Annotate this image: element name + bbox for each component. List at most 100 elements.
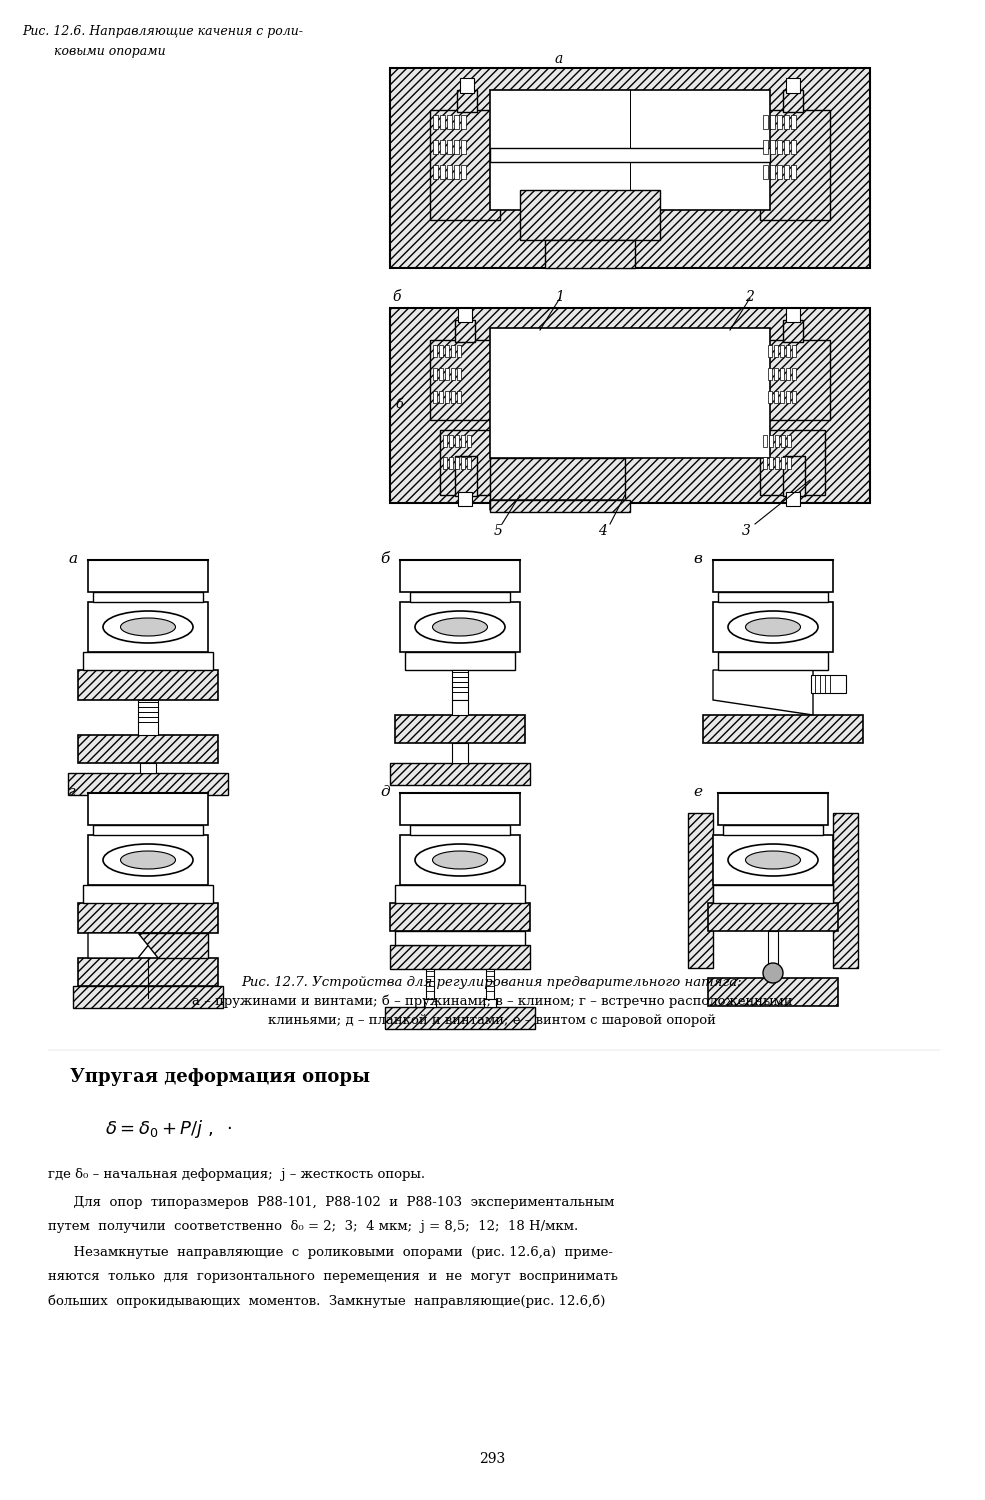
Bar: [780, 392, 784, 404]
Text: а: а: [68, 552, 77, 566]
Bar: [770, 116, 775, 129]
Text: 293: 293: [479, 1452, 505, 1466]
Bar: [708, 903, 838, 932]
Bar: [440, 116, 445, 129]
Bar: [713, 602, 833, 652]
Bar: [455, 456, 477, 497]
Bar: [78, 670, 218, 700]
Bar: [763, 116, 768, 129]
Bar: [791, 165, 796, 178]
Bar: [454, 116, 459, 129]
Bar: [811, 675, 846, 693]
Text: б: б: [392, 290, 401, 304]
Bar: [784, 140, 789, 154]
Bar: [760, 110, 830, 220]
Bar: [484, 999, 496, 1006]
Bar: [786, 345, 790, 357]
Bar: [138, 700, 158, 735]
Bar: [786, 308, 800, 322]
Bar: [520, 190, 660, 240]
Bar: [545, 240, 635, 268]
Bar: [457, 368, 461, 380]
Bar: [424, 999, 436, 1006]
Bar: [454, 140, 459, 154]
Bar: [390, 68, 870, 268]
Bar: [88, 602, 208, 652]
Bar: [490, 328, 770, 458]
Ellipse shape: [728, 844, 818, 876]
Bar: [454, 165, 459, 178]
Bar: [455, 435, 459, 447]
Bar: [769, 435, 773, 447]
Text: путем  получили  соответственно  δ₀ = 2;  3;  4 мкм;  j = 8,5;  12;  18 Н/мкм.: путем получили соответственно δ₀ = 2; 3;…: [48, 1220, 578, 1233]
Bar: [433, 345, 437, 357]
Bar: [430, 340, 495, 420]
Text: 2: 2: [745, 290, 754, 304]
Bar: [460, 78, 474, 93]
Bar: [390, 945, 530, 969]
Bar: [786, 492, 800, 506]
Bar: [786, 368, 790, 380]
Bar: [410, 825, 510, 836]
Bar: [455, 320, 475, 342]
Ellipse shape: [746, 850, 801, 868]
Text: б: б: [395, 398, 403, 411]
Bar: [449, 435, 453, 447]
Bar: [775, 458, 779, 470]
Bar: [703, 716, 863, 742]
Bar: [451, 392, 455, 404]
Bar: [763, 435, 767, 447]
Bar: [708, 978, 838, 1006]
Bar: [457, 90, 477, 112]
Bar: [455, 458, 459, 470]
Bar: [833, 813, 858, 968]
Bar: [433, 368, 437, 380]
Bar: [451, 345, 455, 357]
Bar: [786, 78, 800, 93]
Bar: [440, 140, 445, 154]
Text: Упругая деформация опоры: Упругая деформация опоры: [70, 1068, 370, 1086]
Bar: [760, 430, 825, 495]
Bar: [723, 825, 823, 836]
Bar: [445, 392, 449, 404]
Bar: [768, 392, 772, 404]
Bar: [763, 458, 767, 470]
Bar: [791, 116, 796, 129]
Bar: [395, 932, 525, 945]
Bar: [769, 458, 773, 470]
Bar: [780, 368, 784, 380]
Bar: [410, 592, 510, 602]
Bar: [445, 345, 449, 357]
Bar: [490, 90, 770, 210]
Polygon shape: [713, 670, 813, 716]
Bar: [780, 345, 784, 357]
Bar: [461, 165, 466, 178]
Bar: [140, 764, 156, 772]
Bar: [443, 435, 447, 447]
Bar: [783, 456, 805, 497]
Bar: [440, 430, 505, 495]
Bar: [93, 825, 203, 836]
Bar: [439, 392, 443, 404]
Bar: [458, 308, 472, 322]
Bar: [486, 969, 494, 999]
Bar: [385, 1007, 535, 1029]
Bar: [447, 165, 452, 178]
Bar: [447, 116, 452, 129]
Bar: [447, 140, 452, 154]
Bar: [791, 140, 796, 154]
Bar: [781, 435, 785, 447]
Bar: [490, 458, 625, 503]
Text: няются  только  для  горизонтального  перемещения  и  не  могут  воспринимать: няются только для горизонтального переме…: [48, 1270, 618, 1282]
Bar: [774, 392, 778, 404]
Bar: [461, 116, 466, 129]
Text: Рис. 12.7. Устройства для регулирования предварительного натяга:: Рис. 12.7. Устройства для регулирования …: [241, 976, 743, 988]
Bar: [787, 435, 791, 447]
Bar: [83, 885, 213, 903]
Text: а – пружинами и винтами; б – пружинами; в – клином; г – встречно расположенными: а – пружинами и винтами; б – пружинами; …: [192, 994, 792, 1008]
Text: г: г: [68, 784, 76, 800]
Text: Рис. 12.6. Направляющие качения с роли-: Рис. 12.6. Направляющие качения с роли-: [22, 26, 303, 38]
Bar: [433, 140, 438, 154]
Bar: [768, 345, 772, 357]
Bar: [433, 116, 438, 129]
